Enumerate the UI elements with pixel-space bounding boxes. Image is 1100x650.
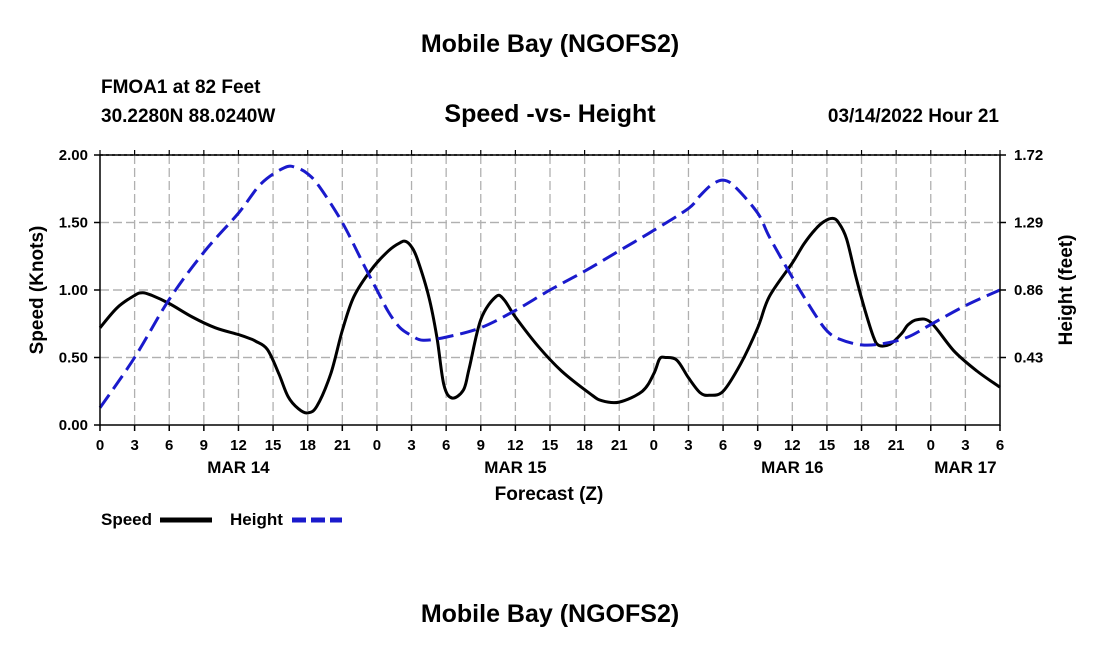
x-tick-label: 21 (888, 437, 905, 454)
height-series-line (98, 164, 1001, 409)
date-label: MAR 14 (207, 458, 270, 477)
y-axis-label: Speed (Knots) (27, 226, 48, 355)
x-tick-label: 18 (299, 437, 316, 454)
x-tick-label: 3 (130, 437, 138, 454)
y2-tick-label: 1.72 (1014, 147, 1043, 164)
x-tick-label: 15 (819, 437, 836, 454)
x-tick-label: 0 (373, 437, 381, 454)
series-layer (98, 164, 1001, 415)
y2-tick-label: 1.29 (1014, 215, 1043, 232)
x-tick-label: 21 (611, 437, 628, 454)
chart-title: Speed -vs- Height (444, 100, 656, 128)
x-tick-label: 6 (719, 437, 727, 454)
x-tick-label: 6 (442, 437, 450, 454)
y-tick-label: 2.00 (59, 147, 88, 164)
x-tick-label: 12 (784, 437, 801, 454)
y2-axis-label: Height (feet) (1056, 235, 1077, 346)
x-tick-label: 18 (853, 437, 870, 454)
y-tick-label: 1.00 (59, 282, 88, 299)
forecast-datetime: 03/14/2022 Hour 21 (827, 106, 999, 127)
footer-title: Mobile Bay (NGOFS2) (420, 600, 680, 628)
coordinates-label: 30.2280N 88.0240W (101, 106, 276, 127)
x-tick-label: 12 (230, 437, 247, 454)
x-tick-label: 9 (200, 437, 208, 454)
date-label: MAR 15 (484, 458, 546, 477)
x-tick-label: 0 (650, 437, 658, 454)
y-tick-label: 0.50 (59, 350, 88, 367)
x-tick-label: 9 (754, 437, 762, 454)
x-tick-label: 3 (961, 437, 969, 454)
x-tick-label: 15 (542, 437, 559, 454)
x-tick-label: 9 (477, 437, 485, 454)
x-tick-label: 3 (684, 437, 692, 454)
x-tick-label: 18 (576, 437, 593, 454)
y2-tick-label: 0.43 (1014, 350, 1043, 367)
date-label: MAR 17 (934, 458, 996, 477)
x-tick-label: 3 (407, 437, 415, 454)
legend-speed-label: Speed (101, 510, 152, 529)
y2-tick-label: 0.86 (1014, 282, 1043, 299)
y-tick-label: 1.50 (59, 215, 88, 232)
page-title: Mobile Bay (NGOFS2) (420, 30, 680, 58)
x-tick-label: 12 (507, 437, 524, 454)
speed-series-line (98, 216, 1001, 415)
legend-height-label: Height (230, 510, 283, 529)
x-tick-label: 6 (996, 437, 1004, 454)
x-tick-label: 0 (96, 437, 104, 454)
x-tick-label: 0 (927, 437, 935, 454)
station-label: FMOA1 at 82 Feet (101, 77, 261, 98)
axes: 0 3 6 9 12 15 18 21 0 3 6 9 12 15 18 21 0 3 6 9 12 15 18 21 0 3 6M… (59, 147, 1043, 477)
x-axis-label: Forecast (Z) (495, 484, 604, 505)
grid-lines (100, 154, 1000, 425)
x-tick-label: 15 (265, 437, 282, 454)
y-tick-label: 0.00 (59, 417, 88, 434)
date-label: MAR 16 (761, 458, 823, 477)
x-tick-label: 6 (165, 437, 173, 454)
x-tick-label: 21 (334, 437, 351, 454)
